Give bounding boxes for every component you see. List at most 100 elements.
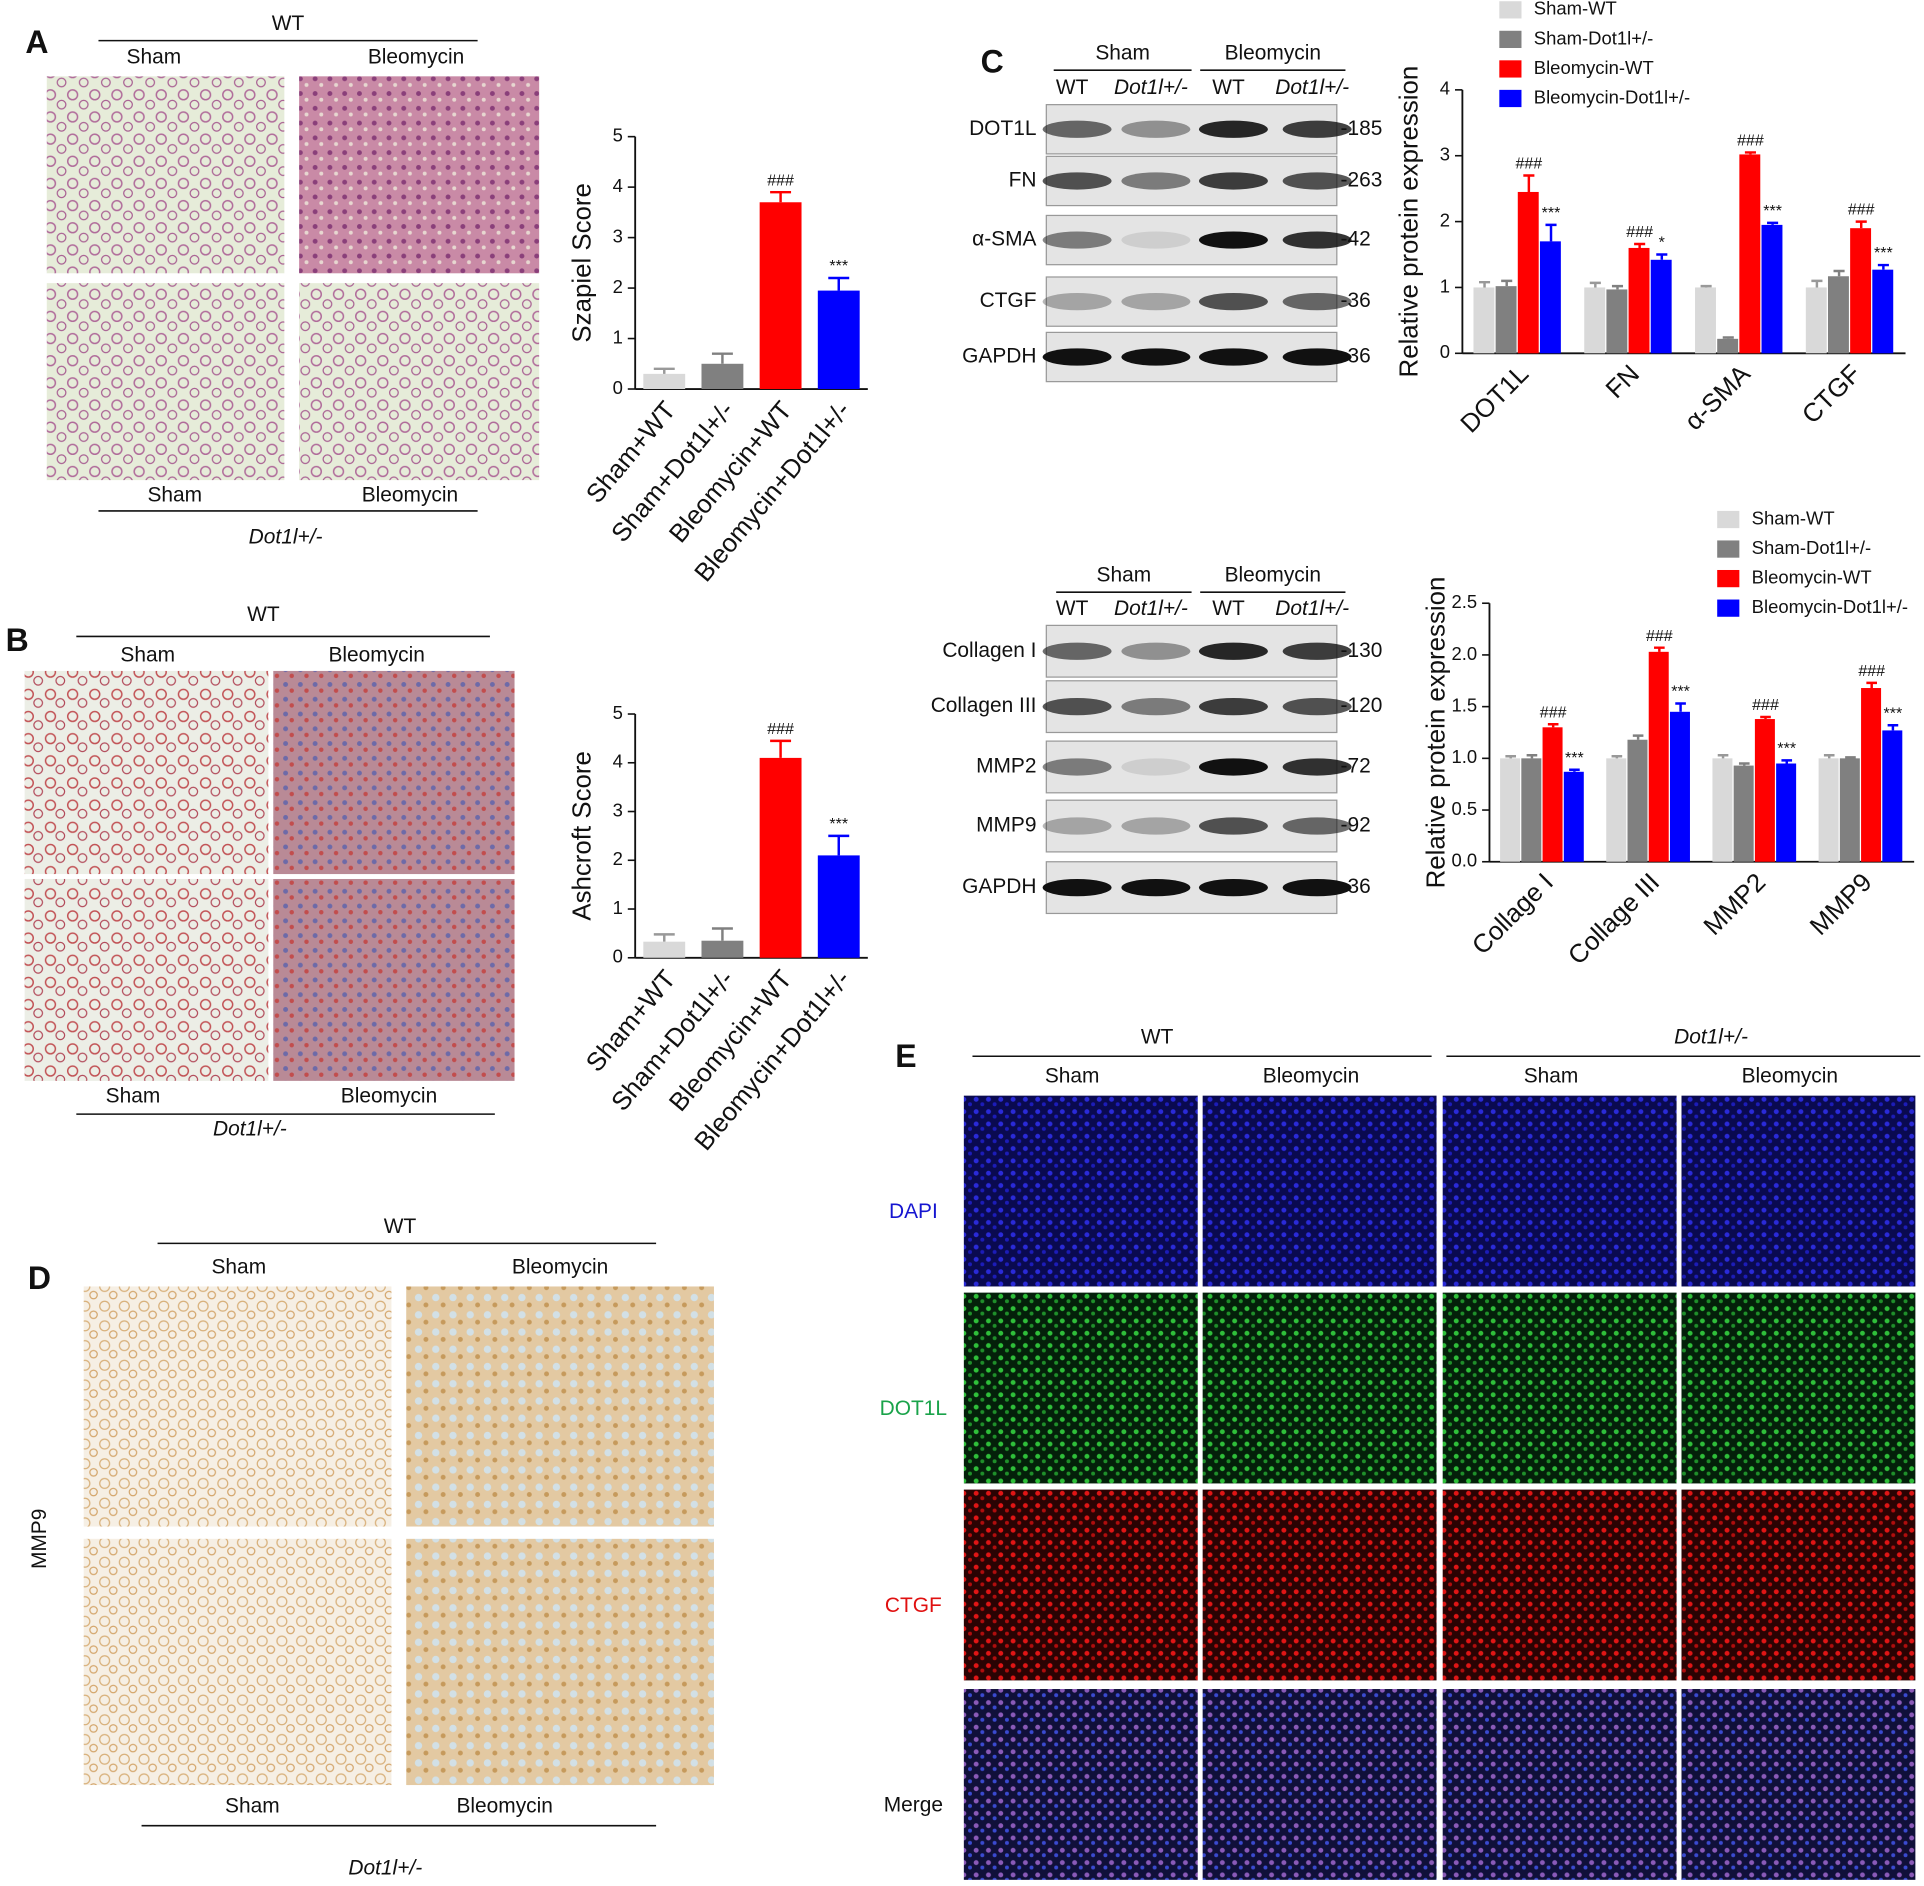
- blot-band: [1042, 292, 1112, 311]
- blot-band: [1121, 878, 1191, 897]
- row-label: DAPI: [889, 1200, 938, 1223]
- size-label: -36: [1341, 875, 1371, 898]
- error-bar: [1833, 269, 1845, 277]
- error-bar: [711, 352, 733, 364]
- significance: ###: [1626, 224, 1653, 241]
- bar: [817, 855, 860, 958]
- size-label: -92: [1341, 814, 1371, 837]
- error-bar: [1611, 755, 1623, 759]
- protein-label: MMP2: [976, 754, 1036, 777]
- bar: [1717, 338, 1739, 354]
- bar: [701, 363, 744, 390]
- y-tick-label: 0: [613, 377, 623, 398]
- label: Bleomycin: [512, 1256, 608, 1279]
- group-label: Sham: [1095, 42, 1150, 65]
- blot-band: [1121, 642, 1191, 660]
- micrograph: [963, 1292, 1198, 1484]
- error-bar: [1505, 755, 1517, 759]
- error-bar: [1781, 759, 1793, 764]
- blot-band: [1042, 878, 1112, 897]
- blot-band: [1121, 172, 1191, 190]
- lane-label: WT: [1056, 597, 1089, 620]
- group-label: Dot1l+/-: [213, 1118, 287, 1141]
- micrograph: [963, 1095, 1198, 1287]
- group-label: WT: [247, 603, 280, 626]
- significance: ###: [767, 721, 794, 738]
- legend-label: Sham-WT: [1534, 0, 1617, 19]
- blot-band: [1282, 348, 1352, 366]
- micrograph: [1681, 1489, 1916, 1681]
- micrograph: [963, 1689, 1198, 1880]
- y-tick-label: 1: [613, 897, 623, 918]
- error-bar: [1569, 768, 1580, 772]
- bar: [1882, 730, 1903, 862]
- error-bar: [1523, 174, 1535, 192]
- lane-label: WT: [1212, 597, 1245, 620]
- error-bar: [1722, 336, 1734, 339]
- error-bar: [1632, 734, 1644, 740]
- legend-label: Sham-WT: [1752, 507, 1835, 528]
- group-label: WT: [272, 12, 305, 35]
- y-tick-label: 1: [613, 326, 623, 347]
- lane-label: WT: [1056, 76, 1089, 99]
- bar: [759, 757, 802, 958]
- y-tick-label: 0.5: [1452, 798, 1478, 819]
- blot-band: [1198, 348, 1268, 366]
- blot-band: [1282, 120, 1352, 138]
- group-label: Bleomycin: [1225, 42, 1321, 65]
- legend-label: Sham-Dot1l+/-: [1534, 27, 1653, 48]
- group-label: Sham: [1097, 564, 1152, 587]
- micrograph: [963, 1489, 1198, 1681]
- bar: [1517, 191, 1539, 354]
- significance: ***: [829, 258, 848, 275]
- y-tick-label: 3: [613, 225, 623, 246]
- bar: [1733, 765, 1754, 862]
- blot-band: [1198, 642, 1268, 660]
- bar: [701, 940, 744, 958]
- significance: ***: [1884, 705, 1903, 722]
- blot-band: [1121, 292, 1191, 311]
- label: Bleomycin: [368, 45, 464, 68]
- label: Sham: [106, 1084, 161, 1107]
- micrograph: [83, 1538, 392, 1786]
- size-label: -36: [1341, 289, 1371, 312]
- legend-label: Bleomycin-Dot1l+/-: [1752, 596, 1908, 617]
- bar: [1776, 763, 1797, 862]
- legend-swatch: [1717, 510, 1740, 529]
- y-tick-label: 2.0: [1452, 643, 1478, 664]
- group-label: Dot1l+/-: [1674, 1025, 1748, 1048]
- column-label: Sham: [1524, 1065, 1579, 1088]
- bar: [1473, 287, 1495, 354]
- x-tick-label: FN: [1601, 360, 1645, 404]
- label: Bleomycin: [341, 1084, 437, 1107]
- bar: [759, 202, 802, 390]
- size-label: -185: [1341, 117, 1383, 140]
- blot-band: [1042, 817, 1112, 835]
- bar: [1669, 711, 1690, 862]
- blot-band: [1121, 120, 1191, 138]
- x-tick-label: MMP2: [1699, 868, 1772, 941]
- y-tick-label: 1.5: [1452, 695, 1478, 716]
- panel-label: A: [25, 24, 48, 60]
- label: Bleomycin: [328, 644, 424, 667]
- blot-band: [1198, 172, 1268, 190]
- y-tick-label: 3: [613, 799, 623, 820]
- y-tick-label: 4: [613, 175, 623, 196]
- y-tick-label: 2: [1440, 209, 1450, 230]
- bar: [1650, 259, 1672, 354]
- bar: [1521, 758, 1542, 862]
- micrograph: [1442, 1292, 1677, 1484]
- legend-swatch: [1717, 599, 1740, 617]
- micrograph: [46, 76, 285, 274]
- error-bar: [1717, 754, 1729, 759]
- error-bar: [1526, 754, 1538, 759]
- error-bar: [1675, 702, 1686, 712]
- blot-band: [1198, 758, 1268, 776]
- error-bar: [1700, 284, 1712, 288]
- significance: ###: [1848, 202, 1875, 219]
- significance: ***: [1763, 203, 1782, 220]
- bar: [1542, 727, 1563, 862]
- legend-swatch: [1717, 569, 1740, 588]
- bar: [1827, 276, 1849, 354]
- label: Sham: [127, 45, 182, 68]
